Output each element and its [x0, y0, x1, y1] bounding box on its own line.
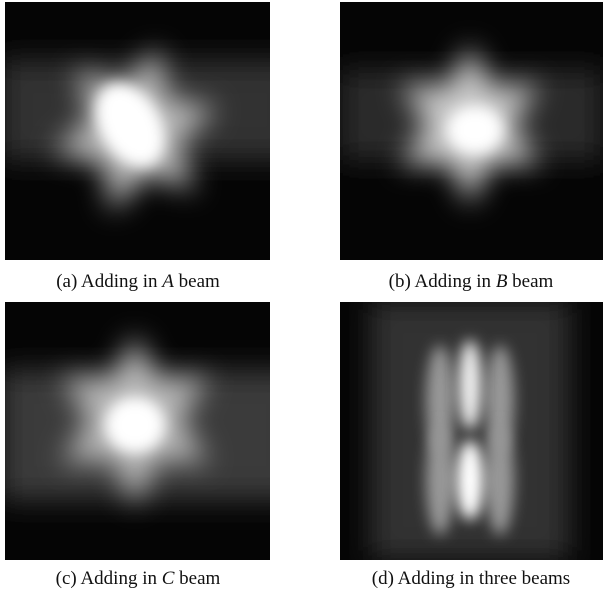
- fringe: [426, 425, 454, 535]
- panel-image: [340, 2, 603, 260]
- caption-letter: A: [160, 271, 174, 292]
- beam-core: [447, 106, 503, 154]
- caption: (b) Adding in B beam: [389, 271, 554, 292]
- caption-letter: B: [496, 271, 508, 292]
- panel-image: [0, 302, 300, 560]
- caption-text: (a) Adding in: [56, 271, 158, 292]
- caption: (d) Adding in three beams: [372, 568, 570, 589]
- caption: (c) Adding in C beam: [56, 568, 221, 589]
- panel-image: [0, 2, 300, 260]
- caption-text: (c) Adding in: [56, 568, 158, 589]
- figure: (a) Adding in A beam (b) Adding in B bea…: [0, 0, 603, 594]
- caption-letter: C: [162, 568, 175, 589]
- caption-text: beam: [512, 271, 553, 292]
- fringe: [458, 340, 482, 430]
- panel-image: [340, 300, 603, 560]
- caption-text: beam: [179, 271, 220, 292]
- fringe: [456, 440, 484, 520]
- caption: (a) Adding in A beam: [56, 271, 220, 292]
- caption-text: (b) Adding in: [389, 271, 492, 292]
- fringe: [486, 425, 514, 535]
- beam-core: [105, 397, 165, 453]
- caption-text: beam: [179, 568, 220, 589]
